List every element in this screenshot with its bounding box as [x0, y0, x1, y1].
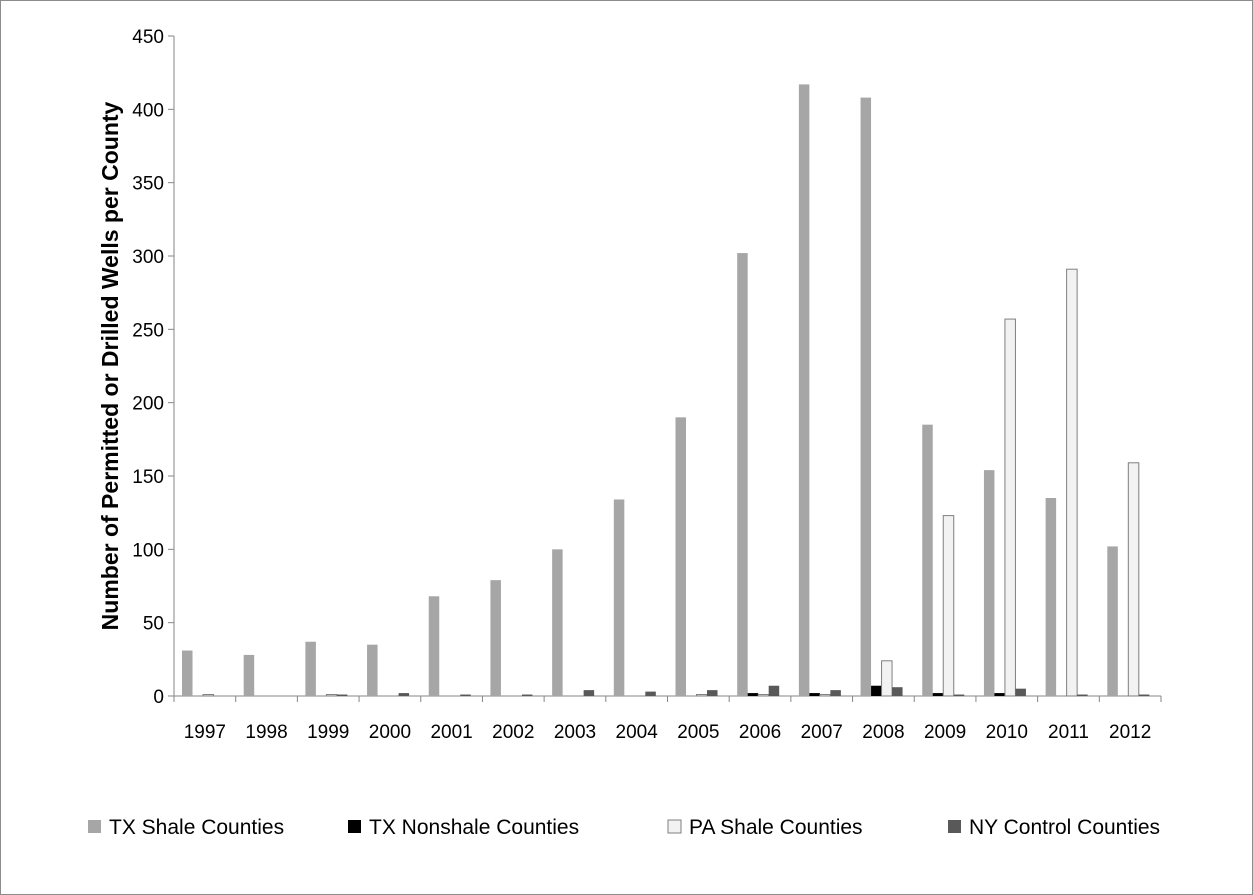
bar-tx-shale-counties — [1045, 498, 1057, 696]
bar-tx-shale-counties — [305, 641, 316, 696]
x-tick-label: 2006 — [739, 722, 781, 743]
x-tick-label: 2003 — [554, 722, 596, 743]
legend: TX Shale Counties TX Nonshale Counties PA … — [88, 816, 1160, 839]
bar-pa-shale-counties — [881, 660, 893, 697]
y-tick-label: 350 — [132, 174, 164, 195]
y-tick-label: 150 — [132, 467, 164, 488]
bar-pa-shale-counties — [757, 694, 770, 697]
legend-swatch — [948, 820, 961, 833]
bar-tx-shale-counties — [367, 644, 378, 696]
bar-tx-shale-counties — [675, 417, 686, 696]
bar-ny-control-counties — [768, 685, 780, 696]
bar-ny-control-counties — [336, 694, 348, 696]
x-tick-label: 2007 — [801, 722, 843, 743]
y-axis-title: Number of Permitted or Drilled Wells per… — [97, 101, 123, 630]
bar-tx-shale-counties — [860, 97, 872, 697]
y-tick-label: 50 — [143, 614, 164, 635]
bar-ny-control-counties — [521, 694, 533, 696]
x-tick-label: 1998 — [245, 722, 287, 743]
y-tick-label: 400 — [132, 100, 164, 121]
y-tick-label: 450 — [132, 27, 164, 48]
x-tick-label: 2009 — [924, 722, 966, 743]
bar-pa-shale-counties — [819, 694, 831, 697]
tick-labels: 0 50 100 150 200 250 300 350 400 450 1997 1998 1999 2… — [132, 27, 1151, 743]
bar-tx-shale-counties — [922, 424, 933, 696]
legend-swatch — [348, 820, 361, 833]
x-tick-label: 2010 — [986, 722, 1028, 743]
x-tick-label: 1997 — [184, 722, 226, 743]
bar-ny-control-counties — [707, 690, 718, 696]
bar-pa-shale-counties — [696, 694, 708, 697]
bar-pa-shale-counties — [1066, 268, 1078, 697]
bar-ny-control-counties — [398, 693, 410, 696]
bar-tx-nonshale-counties — [747, 693, 759, 696]
bar-tx-shale-counties — [737, 253, 748, 696]
x-tick-label: 2000 — [369, 722, 411, 743]
legend-swatch — [667, 819, 682, 834]
x-tick-label: 2002 — [492, 722, 534, 743]
bar-tx-shale-counties — [182, 650, 193, 696]
bar-ny-control-counties — [830, 690, 841, 696]
bar-ny-control-counties — [1138, 694, 1150, 696]
y-tick-label: 250 — [132, 320, 164, 341]
x-tick-label: 2008 — [862, 722, 904, 743]
legend-label: PA Shale Counties — [689, 816, 863, 839]
bar-tx-shale-counties — [983, 470, 995, 696]
bar-pa-shale-counties — [325, 694, 338, 697]
bar-pa-shale-counties — [942, 515, 955, 697]
bar-tx-shale-counties — [1107, 546, 1118, 696]
y-tick-label: 0 — [153, 687, 164, 708]
bar-tx-shale-counties — [613, 499, 625, 696]
bar-ny-control-counties — [1015, 688, 1026, 696]
bar-tx-nonshale-counties — [809, 693, 820, 696]
x-tick-label: 2001 — [430, 722, 472, 743]
bar-pa-shale-counties — [1127, 462, 1140, 697]
x-tick-label: 2005 — [677, 722, 719, 743]
legend-label: TX Shale Counties — [109, 816, 284, 839]
bar-tx-shale-counties — [552, 549, 563, 696]
x-tick-label: 2012 — [1109, 722, 1151, 743]
y-tick-label: 100 — [132, 540, 164, 561]
bars — [182, 84, 1150, 697]
bar-ny-control-counties — [645, 691, 656, 696]
bar-ny-control-counties — [1077, 694, 1088, 696]
y-tick-label: 300 — [132, 247, 164, 268]
x-tick-label: 1999 — [307, 722, 349, 743]
bar-tx-nonshale-counties — [932, 693, 944, 696]
bar-tx-shale-counties — [798, 84, 810, 696]
bar-pa-shale-counties — [202, 694, 214, 697]
bar-ny-control-counties — [460, 694, 471, 696]
bar-tx-shale-counties — [243, 654, 255, 696]
legend-label: NY Control Counties — [969, 816, 1160, 839]
bar-ny-control-counties — [583, 690, 595, 696]
bar-ny-control-counties — [892, 687, 903, 696]
legend-label: TX Nonshale Counties — [369, 816, 579, 839]
x-tick-label: 2011 — [1048, 722, 1089, 743]
bar-tx-nonshale-counties — [871, 685, 882, 696]
bar-ny-control-counties — [953, 694, 965, 696]
bar-pa-shale-counties — [1004, 318, 1016, 697]
y-tick-label: 200 — [132, 394, 164, 415]
bar-tx-nonshale-counties — [994, 693, 1005, 696]
x-tick-label: 2004 — [616, 722, 659, 743]
bar-tx-shale-counties — [428, 596, 440, 696]
legend-swatch — [88, 820, 101, 833]
bar-tx-shale-counties — [490, 580, 501, 696]
